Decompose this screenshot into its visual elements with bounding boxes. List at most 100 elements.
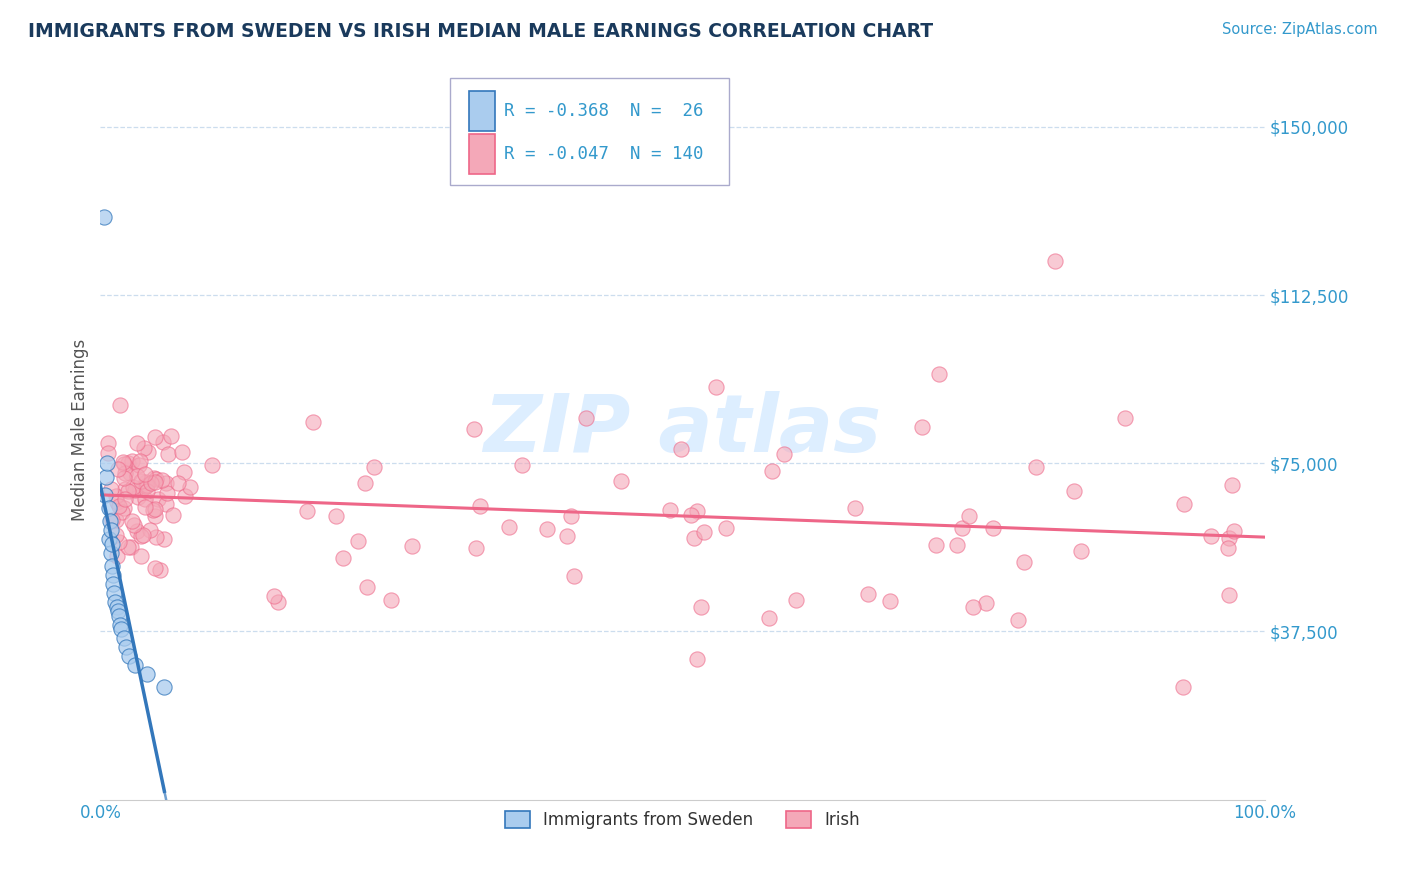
Point xyxy=(263,590,285,604)
Text: R = -0.368  N =  26: R = -0.368 N = 26 xyxy=(505,102,704,120)
Point xyxy=(107,604,129,618)
Point xyxy=(174,489,197,503)
Point xyxy=(114,491,136,506)
FancyBboxPatch shape xyxy=(450,78,730,186)
Point xyxy=(143,501,166,516)
Point xyxy=(129,474,152,488)
Point xyxy=(1173,497,1195,511)
Point xyxy=(122,517,145,532)
Point xyxy=(1070,543,1092,558)
Point xyxy=(1218,541,1240,556)
Point xyxy=(1222,524,1244,538)
Point xyxy=(101,537,124,551)
Point xyxy=(105,513,128,527)
Point xyxy=(1199,528,1222,542)
Point xyxy=(468,499,491,513)
Point xyxy=(135,475,157,490)
Point xyxy=(108,535,131,549)
Point xyxy=(401,539,423,553)
Point xyxy=(153,681,176,695)
Point xyxy=(112,501,135,516)
Point xyxy=(325,509,347,524)
Point xyxy=(143,471,166,485)
Point xyxy=(173,465,195,479)
Point xyxy=(105,495,128,509)
Point xyxy=(107,462,129,476)
Point xyxy=(681,508,703,522)
Point xyxy=(981,520,1004,534)
Point xyxy=(155,475,177,490)
Point xyxy=(135,479,157,493)
Text: ZIP atlas: ZIP atlas xyxy=(484,391,882,468)
Point xyxy=(117,456,139,470)
Point xyxy=(295,504,318,518)
Point xyxy=(105,489,128,503)
Point xyxy=(96,456,118,470)
Point xyxy=(108,608,131,623)
Point xyxy=(97,436,120,450)
Point xyxy=(1220,478,1243,492)
Point xyxy=(332,551,354,566)
Point xyxy=(957,509,980,524)
Point xyxy=(858,587,880,601)
Point xyxy=(136,444,159,458)
Point xyxy=(143,561,166,575)
Bar xyxy=(470,134,495,174)
Point xyxy=(139,476,162,491)
Point xyxy=(152,532,174,546)
Point xyxy=(962,599,984,614)
Point xyxy=(101,577,124,591)
Point xyxy=(103,586,125,600)
Point xyxy=(117,540,139,554)
Point xyxy=(510,458,533,472)
Point xyxy=(844,500,866,515)
Point xyxy=(1171,681,1194,695)
Point xyxy=(125,435,148,450)
Point xyxy=(946,538,969,552)
Point xyxy=(557,528,579,542)
Point xyxy=(93,210,115,224)
Point xyxy=(879,594,901,608)
Point xyxy=(356,580,378,594)
Text: IMMIGRANTS FROM SWEDEN VS IRISH MEDIAN MALE EARNINGS CORRELATION CHART: IMMIGRANTS FROM SWEDEN VS IRISH MEDIAN M… xyxy=(28,22,934,41)
Point xyxy=(162,508,184,522)
Point xyxy=(201,458,224,472)
Point xyxy=(683,532,706,546)
Point xyxy=(686,651,709,665)
Point xyxy=(160,429,183,443)
Legend: Immigrants from Sweden, Irish: Immigrants from Sweden, Irish xyxy=(498,804,868,836)
Point xyxy=(928,367,950,381)
Point xyxy=(104,595,127,609)
Point xyxy=(134,467,156,481)
Point xyxy=(101,568,124,582)
Point xyxy=(105,549,128,563)
Point xyxy=(560,508,582,523)
Point xyxy=(536,522,558,536)
Point xyxy=(112,631,135,645)
Point xyxy=(347,534,370,549)
Point xyxy=(120,540,142,554)
Point xyxy=(363,460,385,475)
Point xyxy=(100,524,122,538)
Point xyxy=(156,485,179,500)
Point xyxy=(108,499,131,513)
Point xyxy=(134,491,156,506)
Point xyxy=(100,482,122,496)
Point xyxy=(950,521,973,535)
Point xyxy=(98,515,121,529)
Point xyxy=(149,563,172,577)
Point xyxy=(108,617,131,632)
Point xyxy=(925,538,948,552)
Point xyxy=(134,500,156,514)
Point xyxy=(132,442,155,456)
Point xyxy=(761,464,783,478)
Point xyxy=(575,411,598,425)
Point xyxy=(785,593,807,607)
Point xyxy=(127,469,149,483)
Point xyxy=(145,472,167,486)
Point xyxy=(704,380,727,394)
Point xyxy=(136,478,159,492)
Point xyxy=(1012,555,1035,569)
Point xyxy=(120,467,142,481)
Point xyxy=(609,474,631,488)
